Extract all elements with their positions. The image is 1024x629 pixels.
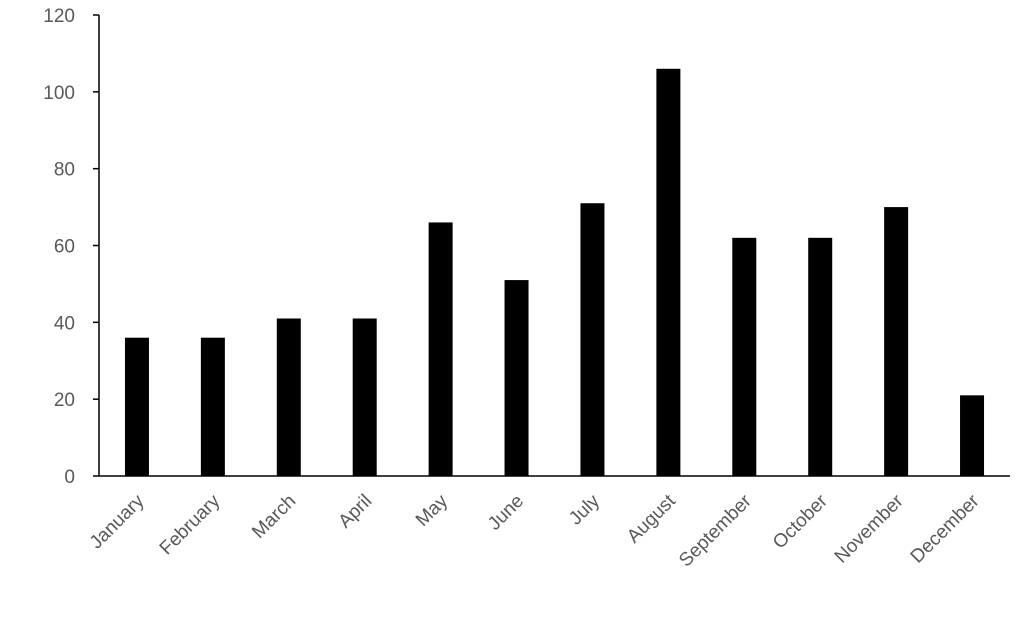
x-tick-label: April xyxy=(335,491,377,533)
bar-november xyxy=(884,207,909,477)
x-tick-label: May xyxy=(412,490,453,531)
y-tick-label: 80 xyxy=(54,160,75,181)
x-tick-label: October xyxy=(769,490,832,553)
x-tick-label: March xyxy=(248,491,300,543)
x-tick-label: November xyxy=(831,490,908,567)
y-axis-ticks: 0 20 40 60 80 100 120 xyxy=(43,6,99,488)
x-tick-label: February xyxy=(156,490,225,559)
x-tick-label: June xyxy=(484,491,528,535)
x-axis-tick-labels: January February March April May June July Augu… xyxy=(86,490,984,571)
x-tick-label: January xyxy=(86,490,149,553)
y-tick-label: 0 xyxy=(64,467,75,488)
bar-february xyxy=(200,337,225,476)
bar-july xyxy=(580,203,605,476)
y-tick-label: 60 xyxy=(54,237,75,258)
bar-may xyxy=(428,222,453,476)
bar-september xyxy=(732,237,757,476)
x-tick-label: August xyxy=(623,490,680,547)
x-tick-label: September xyxy=(675,490,756,571)
x-tick-label: December xyxy=(907,490,984,567)
y-tick-label: 100 xyxy=(43,83,75,104)
bar-october xyxy=(808,237,833,476)
bar-january xyxy=(124,337,149,476)
x-tick-label: July xyxy=(565,490,604,529)
y-tick-label: 40 xyxy=(54,313,75,334)
y-tick-label: 20 xyxy=(54,390,75,411)
bar-april xyxy=(352,318,377,476)
bar-december xyxy=(960,395,985,476)
bar-june xyxy=(504,280,529,476)
bars xyxy=(124,68,985,477)
y-tick-label: 120 xyxy=(43,6,75,27)
bar-march xyxy=(276,318,301,476)
bar-august xyxy=(656,68,681,477)
